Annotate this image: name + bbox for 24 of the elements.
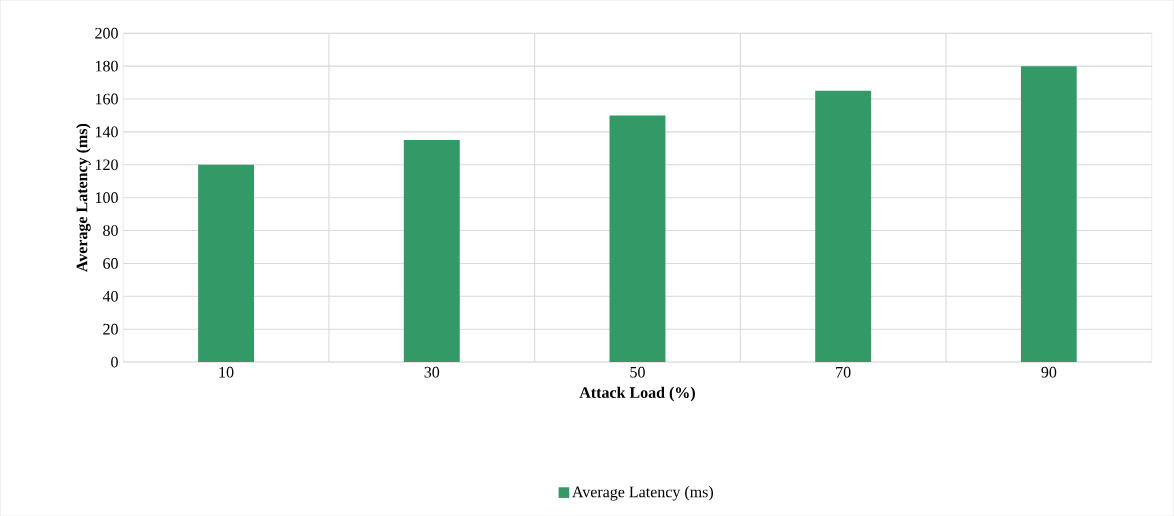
y-tick-label: 200 [95, 27, 118, 39]
y-tick-label: 140 [95, 126, 118, 138]
bar [198, 164, 255, 362]
bar [1020, 65, 1077, 362]
x-tick-label: 30 [424, 366, 440, 378]
y-tick-label: 0 [111, 356, 118, 368]
x-tick-label: 50 [630, 366, 645, 378]
legend-label: Average Latency (ms) [572, 485, 713, 501]
bar [403, 139, 460, 362]
y-tick-label: 60 [103, 257, 118, 269]
y-tick-label: 40 [102, 290, 118, 302]
bar [815, 90, 872, 362]
y-tick-label: 160 [95, 93, 118, 105]
x-tick-label: 70 [836, 366, 851, 378]
x-tick-label: 10 [219, 366, 234, 378]
y-tick-label: 100 [95, 192, 118, 203]
y-tick-label: 120 [95, 159, 118, 171]
y-tick-label: 180 [95, 60, 118, 72]
x-axis-title: Attack Load (%) [579, 386, 695, 402]
y-axis-title: Average Latency (ms) [76, 123, 91, 272]
y-tick-label: 20 [103, 323, 118, 335]
y-tick-label: 80 [103, 225, 118, 236]
bar [609, 115, 666, 362]
x-tick-label: 90 [1041, 366, 1057, 378]
